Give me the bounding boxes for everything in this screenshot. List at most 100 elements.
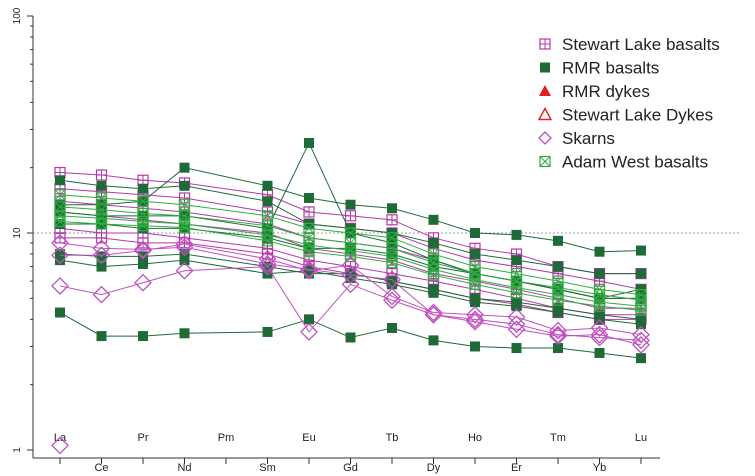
data-point-cross [635, 294, 647, 306]
data-point-cross [387, 214, 397, 225]
data-point [178, 199, 191, 211]
data-point [469, 261, 481, 273]
data-point-cross [552, 289, 564, 300]
data-point-cross [262, 229, 273, 241]
data-point-cross [635, 305, 647, 316]
data-point [261, 229, 274, 241]
data-point [510, 287, 523, 299]
series-line [59, 312, 642, 359]
chart-legend: Stewart Lake basalts RMR basalts RMR dykes… [537, 35, 720, 172]
data-point [137, 220, 149, 232]
data-point [134, 240, 152, 259]
data-point [300, 261, 318, 280]
data-point [539, 85, 551, 96]
data-point [470, 249, 480, 260]
data-point [590, 319, 609, 337]
x-tick-label: Eu [302, 432, 315, 444]
data-point [179, 223, 190, 234]
data-point [258, 249, 277, 268]
series-rmrb-12 [55, 307, 646, 364]
data-point-cross [137, 195, 149, 207]
data-point [553, 343, 563, 354]
data-point-cross [96, 218, 107, 230]
data-point [54, 201, 66, 213]
data-point [138, 183, 148, 194]
data-point [341, 275, 360, 294]
legend-label: Adam West basalts [562, 153, 708, 172]
data-point [387, 203, 397, 214]
data-point [54, 215, 66, 228]
x-tick-label: Tb [386, 432, 399, 444]
data-point [552, 275, 564, 287]
x-tick-label: Er [511, 462, 522, 474]
data-point [553, 261, 563, 272]
data-point [383, 270, 401, 289]
data-point-cross [540, 39, 550, 49]
data-point [593, 289, 606, 301]
data-point [424, 305, 443, 324]
data-point [95, 204, 108, 216]
series-line [59, 215, 642, 307]
legend-item-rmrd: RMR dykes [539, 82, 650, 101]
data-point [262, 326, 273, 337]
series-line [59, 227, 641, 316]
data-point [511, 229, 522, 240]
series-sk-20 [51, 436, 69, 455]
data-point [304, 137, 314, 148]
data-point [304, 314, 314, 325]
data-point-cross [179, 199, 190, 211]
data-point [507, 315, 526, 334]
data-point [134, 241, 152, 260]
x-tick-label: Sm [259, 462, 276, 474]
data-point-cross [594, 300, 605, 312]
data-point-cross [54, 216, 66, 227]
data-point [636, 245, 646, 256]
x-tick-label: Gd [343, 462, 358, 474]
series-line [60, 223, 641, 299]
data-point [594, 268, 605, 279]
x-tick-label: Dy [427, 462, 441, 474]
data-point-cross [96, 212, 107, 224]
data-point [428, 335, 439, 346]
data-point [345, 332, 356, 343]
data-point [636, 353, 646, 364]
series-line [59, 179, 641, 275]
data-point-cross [179, 192, 190, 203]
x-tick-label: Nd [177, 462, 191, 474]
data-point [549, 321, 567, 340]
x-tick-label: Lu [635, 432, 647, 444]
data-point [636, 268, 646, 279]
data-point-cross [304, 206, 314, 217]
data-point [137, 195, 149, 207]
x-tick-label: Ho [468, 432, 482, 444]
data-point [304, 192, 314, 203]
data-point [261, 220, 274, 232]
data-point-cross [345, 237, 356, 249]
data-point [304, 243, 314, 254]
data-point [262, 223, 273, 234]
data-point [55, 175, 65, 186]
data-point-cross [428, 269, 439, 281]
data-point-cross [539, 156, 551, 167]
data-point [261, 235, 274, 247]
data-point [632, 331, 650, 350]
data-point-cross [55, 183, 65, 194]
data-point [51, 436, 69, 455]
data-point [341, 256, 360, 275]
data-point [345, 273, 356, 284]
data-point [383, 287, 401, 306]
data-point [594, 246, 605, 257]
series-line [59, 172, 641, 275]
data-point [262, 268, 273, 279]
data-point [590, 328, 609, 347]
data-point-cross [138, 175, 148, 186]
data-point [470, 297, 480, 308]
data-point [632, 325, 650, 344]
data-point [387, 249, 397, 260]
data-point [636, 319, 646, 330]
data-point [511, 255, 522, 266]
data-point-cross [594, 289, 605, 300]
data-point [51, 234, 69, 252]
data-point-cross [428, 263, 439, 275]
legend-item-awb: Adam West basalts [539, 153, 708, 172]
